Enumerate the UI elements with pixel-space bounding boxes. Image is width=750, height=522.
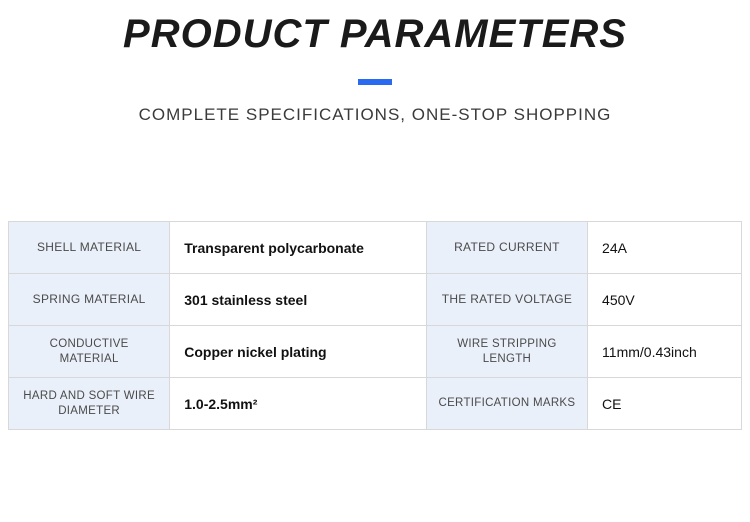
spec-label: SPRING MATERIAL xyxy=(9,274,170,326)
spec-value: 1.0-2.5mm² xyxy=(170,378,427,430)
table-row: SPRING MATERIAL 301 stainless steel THE … xyxy=(9,274,742,326)
header: PRODUCT PARAMETERS COMPLETE SPECIFICATIO… xyxy=(0,0,750,125)
table-row: SHELL MATERIAL Transparent polycarbonate… xyxy=(9,222,742,274)
spec-value: Copper nickel plating xyxy=(170,326,427,378)
spec-label: THE RATED VOLTAGE xyxy=(426,274,587,326)
spec-value: 24A xyxy=(588,222,742,274)
accent-bar xyxy=(358,79,392,85)
spec-table: SHELL MATERIAL Transparent polycarbonate… xyxy=(8,221,742,430)
spec-value: CE xyxy=(588,378,742,430)
spec-label: RATED CURRENT xyxy=(426,222,587,274)
page-title: PRODUCT PARAMETERS xyxy=(0,12,750,57)
spec-value: 301 stainless steel xyxy=(170,274,427,326)
table-row: HARD AND SOFT WIRE DIAMETER 1.0-2.5mm² C… xyxy=(9,378,742,430)
spec-value: Transparent polycarbonate xyxy=(170,222,427,274)
spec-label: HARD AND SOFT WIRE DIAMETER xyxy=(9,378,170,430)
spec-label: CONDUCTIVE MATERIAL xyxy=(9,326,170,378)
spec-value: 11mm/0.43inch xyxy=(588,326,742,378)
table-row: CONDUCTIVE MATERIAL Copper nickel platin… xyxy=(9,326,742,378)
page-subtitle: COMPLETE SPECIFICATIONS, ONE-STOP SHOPPI… xyxy=(0,105,750,125)
spec-label: CERTIFICATION MARKS xyxy=(426,378,587,430)
spec-label: WIRE STRIPPING LENGTH xyxy=(426,326,587,378)
spec-label: SHELL MATERIAL xyxy=(9,222,170,274)
spec-value: 450V xyxy=(588,274,742,326)
spec-table-container: SHELL MATERIAL Transparent polycarbonate… xyxy=(0,221,750,430)
